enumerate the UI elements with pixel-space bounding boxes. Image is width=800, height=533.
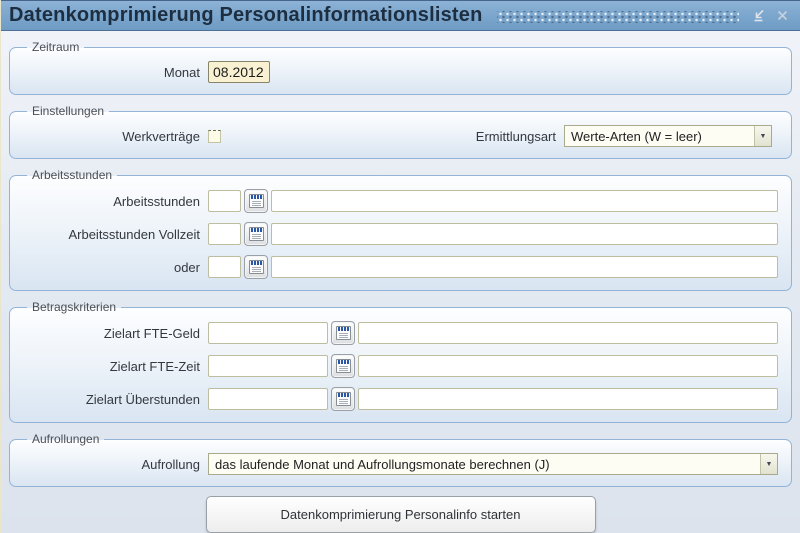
minimize-button[interactable]	[751, 8, 767, 24]
zielart-fte-geld-lov-button[interactable]	[331, 321, 355, 345]
ermittlungsart-value: Werte-Arten (W = leer)	[571, 128, 702, 144]
list-of-values-icon	[335, 326, 351, 340]
section-aufrollungen: Aufrollungen Aufrollung das laufende Mon…	[9, 432, 792, 487]
oder-label: oder	[173, 259, 200, 275]
arbeitsstunden-code-input[interactable]	[208, 190, 241, 212]
list-of-values-icon	[248, 227, 264, 241]
list-of-values-icon	[335, 359, 351, 373]
zielart-ueberstunden-desc-input[interactable]	[358, 388, 778, 410]
monat-row: Monat	[20, 61, 778, 83]
window-controls	[751, 8, 790, 24]
section-einstellungen-legend: Einstellungen	[32, 104, 105, 118]
einstellungen-row: Werkverträge Ermittlungsart Werte-Arten …	[20, 125, 778, 147]
oder-lov-button[interactable]	[244, 255, 268, 279]
betragskriterien-row-3: Zielart Überstunden	[20, 387, 778, 411]
arbeitsstunden-row-1: Arbeitsstunden	[20, 189, 778, 213]
zielart-ueberstunden-label: Zielart Überstunden	[85, 391, 200, 407]
zielart-fte-zeit-label: Zielart FTE-Zeit	[109, 358, 200, 374]
section-arbeitsstunden-legend: Arbeitsstunden	[32, 168, 113, 182]
ermittlungsart-dropdown[interactable]: Werte-Arten (W = leer) ▼	[564, 125, 772, 147]
titlebar: Datenkomprimierung Personalinformationsl…	[1, 0, 800, 31]
monat-label: Monat	[163, 64, 200, 80]
aufrollung-dropdown[interactable]: das laufende Monat und Aufrollungsmonate…	[208, 453, 778, 475]
list-of-values-icon	[248, 194, 264, 208]
zielart-fte-zeit-desc-input[interactable]	[358, 355, 778, 377]
titlebar-hatch-pattern	[496, 10, 739, 23]
zielart-ueberstunden-lov-button[interactable]	[331, 387, 355, 411]
oder-code-input[interactable]	[208, 256, 241, 278]
arbeitsstunden-row-2: Arbeitsstunden Vollzeit	[20, 222, 778, 246]
zielart-fte-geld-code-input[interactable]	[208, 322, 328, 344]
aufrollung-value: das laufende Monat und Aufrollungsmonate…	[215, 456, 550, 472]
form-content: Zeitraum Monat Einstellungen Werkverträg…	[1, 31, 800, 533]
arbeitsstunden-desc-input[interactable]	[271, 190, 778, 212]
arbeitsstunden-lov-button[interactable]	[244, 189, 268, 213]
zielart-ueberstunden-code-input[interactable]	[208, 388, 328, 410]
aufrollung-label: Aufrollung	[141, 456, 200, 472]
section-zeitraum-legend: Zeitraum	[32, 40, 80, 54]
arbeitsstunden-vollzeit-label: Arbeitsstunden Vollzeit	[68, 226, 200, 242]
close-icon	[777, 10, 787, 21]
ermittlungsart-label: Ermittlungsart	[475, 128, 556, 144]
arbeitsstunden-vollzeit-code-input[interactable]	[208, 223, 241, 245]
betragskriterien-row-1: Zielart FTE-Geld	[20, 321, 778, 345]
arbeitsstunden-row-3: oder	[20, 255, 778, 279]
zielart-fte-geld-desc-input[interactable]	[358, 322, 778, 344]
section-einstellungen: Einstellungen Werkverträge Ermittlungsar…	[9, 104, 792, 159]
start-datenkomprimierung-button[interactable]: Datenkomprimierung Personalinfo starten	[205, 496, 596, 533]
actions-area: Datenkomprimierung Personalinfo starten	[1, 496, 800, 533]
section-aufrollungen-legend: Aufrollungen	[32, 432, 100, 446]
window-title: Datenkomprimierung Personalinformationsl…	[9, 4, 483, 26]
list-of-values-icon	[248, 260, 264, 274]
werkvertraege-label: Werkverträge	[122, 128, 200, 144]
monat-input[interactable]	[208, 61, 270, 83]
chevron-down-icon: ▼	[754, 126, 771, 146]
arbeitsstunden-vollzeit-desc-input[interactable]	[271, 223, 778, 245]
close-button[interactable]	[774, 8, 790, 24]
werkvertraege-checkbox[interactable]	[208, 129, 221, 143]
zielart-fte-zeit-code-input[interactable]	[208, 355, 328, 377]
section-betragskriterien-legend: Betragskriterien	[32, 300, 117, 314]
betragskriterien-row-2: Zielart FTE-Zeit	[20, 354, 778, 378]
oder-desc-input[interactable]	[271, 256, 778, 278]
section-betragskriterien: Betragskriterien Zielart FTE-Geld Zielar…	[9, 300, 792, 423]
list-of-values-icon	[335, 392, 351, 406]
minimize-icon	[754, 9, 764, 21]
chevron-down-icon: ▼	[760, 454, 777, 474]
zielart-fte-geld-label: Zielart FTE-Geld	[103, 325, 200, 341]
arbeitsstunden-vollzeit-lov-button[interactable]	[244, 222, 268, 246]
arbeitsstunden-label: Arbeitsstunden	[113, 193, 200, 209]
aufrollung-row: Aufrollung das laufende Monat und Aufrol…	[20, 453, 778, 475]
zielart-fte-zeit-lov-button[interactable]	[331, 354, 355, 378]
section-arbeitsstunden: Arbeitsstunden Arbeitsstunden Arbeitsstu…	[9, 168, 792, 291]
section-zeitraum: Zeitraum Monat	[9, 40, 792, 95]
